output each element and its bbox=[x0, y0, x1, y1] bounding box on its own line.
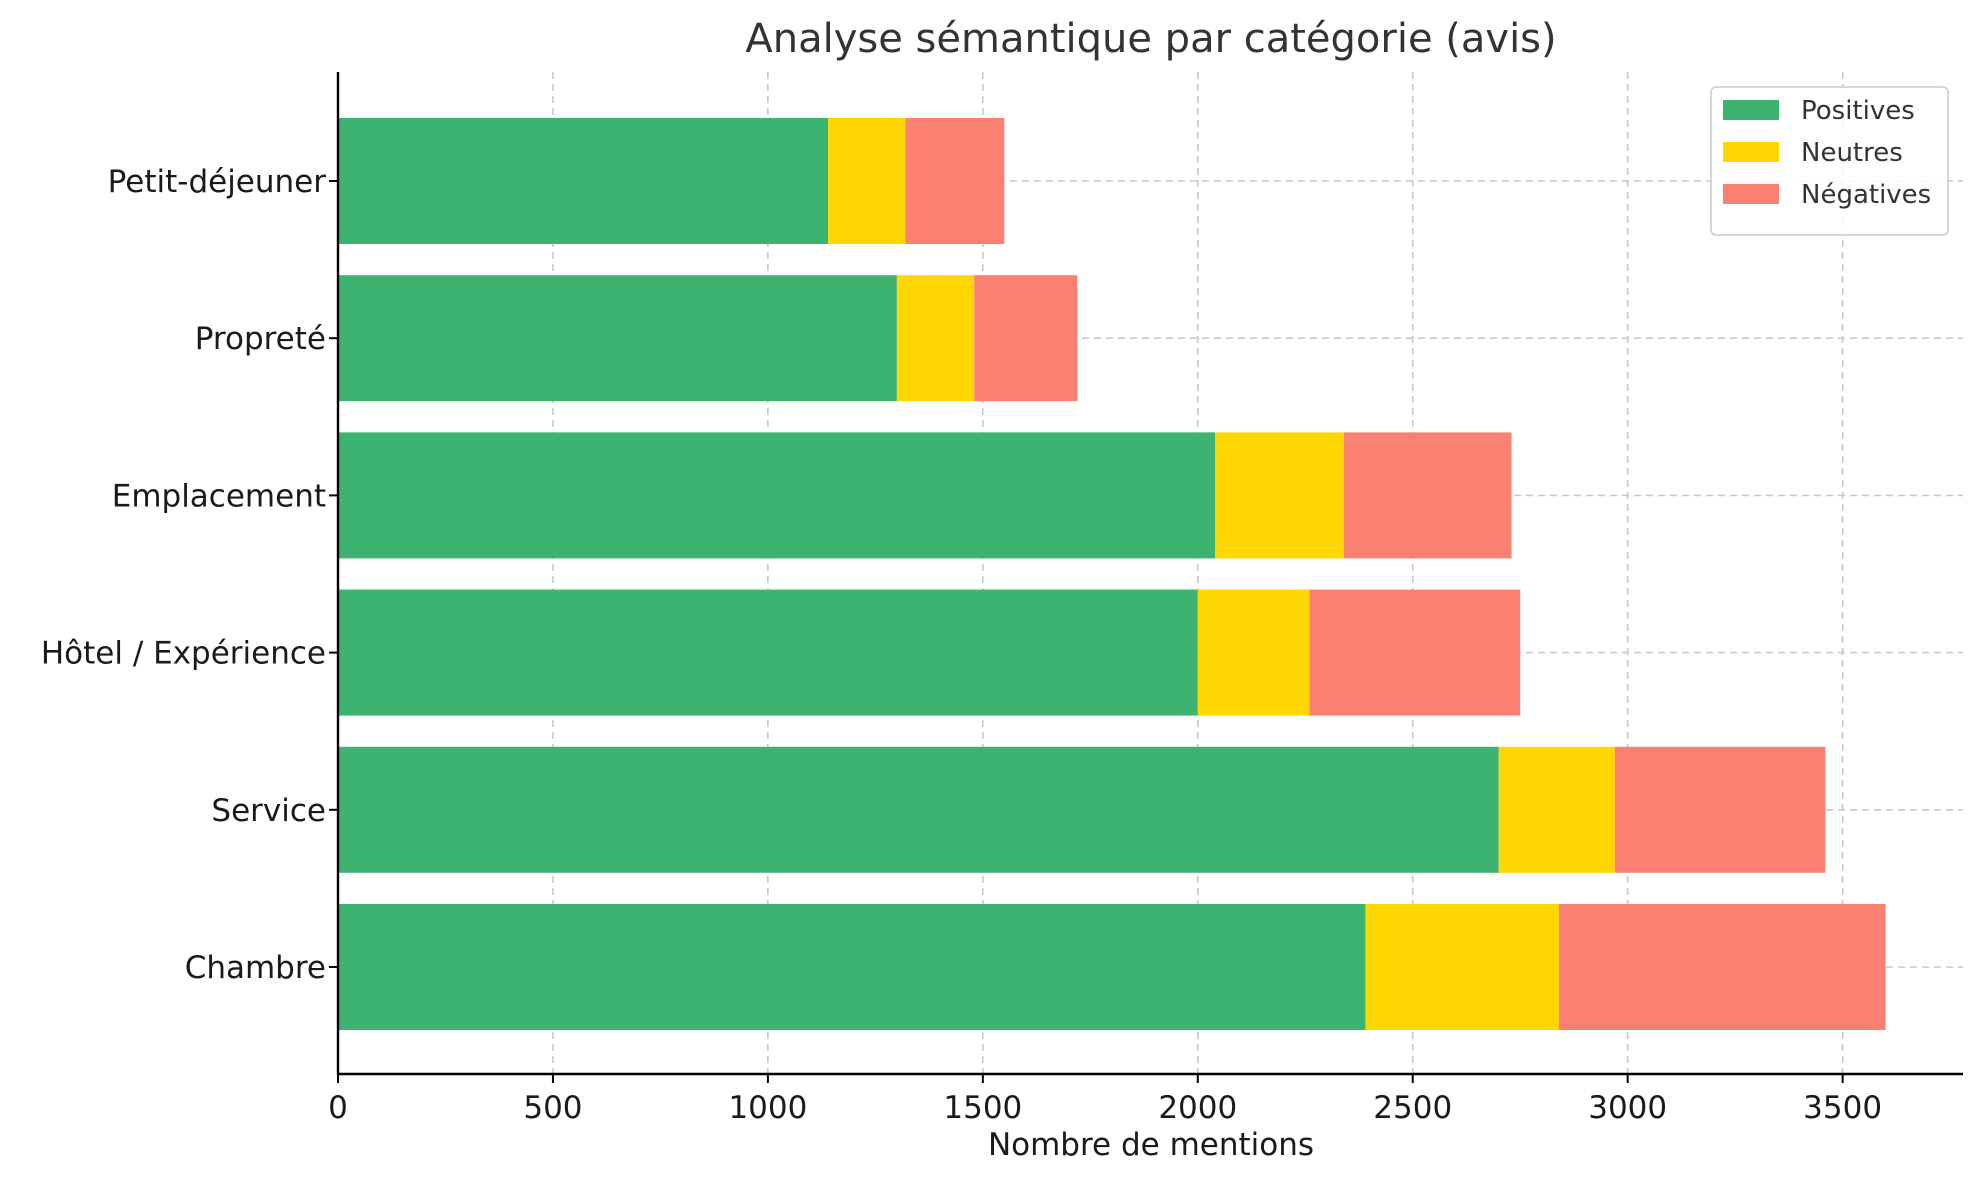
axes: 0 500 1000 1500 2000 2500 3000 3500 Petit-déjeun… bbox=[41, 72, 1963, 1126]
y-tick-label: Chambre bbox=[185, 950, 326, 986]
x-tick-label: 500 bbox=[523, 1090, 582, 1126]
bar-segment bbox=[1498, 746, 1615, 873]
bar-segment bbox=[338, 118, 829, 244]
y-tick-label: Petit-déjeuner bbox=[108, 164, 327, 200]
bar-segment bbox=[974, 275, 1078, 402]
x-tick-label: 1000 bbox=[728, 1090, 807, 1126]
legend-swatch bbox=[1723, 100, 1779, 120]
legend-swatch bbox=[1723, 142, 1779, 162]
y-tick-label: Service bbox=[211, 793, 326, 829]
bar-segment bbox=[1214, 432, 1344, 559]
x-tick-label: 1500 bbox=[943, 1090, 1022, 1126]
x-tick-label: 0 bbox=[328, 1090, 348, 1126]
bar-segment bbox=[1343, 432, 1512, 559]
bars bbox=[338, 118, 1886, 1030]
x-tick-label: 3500 bbox=[1803, 1090, 1882, 1126]
bar-segment bbox=[338, 432, 1215, 559]
bar-segment bbox=[1197, 589, 1310, 716]
x-tick-label: 3000 bbox=[1588, 1090, 1667, 1126]
bar-segment bbox=[828, 118, 906, 244]
bar-segment bbox=[1558, 904, 1886, 1030]
legend: Positives Neutres Négatives bbox=[1710, 86, 1949, 236]
y-tick-label: Propreté bbox=[195, 321, 326, 357]
x-tick-label: 2000 bbox=[1158, 1090, 1237, 1126]
bar-segment bbox=[338, 746, 1499, 873]
y-tick-label: Hôtel / Expérience bbox=[41, 636, 326, 672]
legend-label: Négatives bbox=[1801, 180, 1931, 210]
legend-label: Positives bbox=[1801, 96, 1915, 126]
bar-segment bbox=[1614, 746, 1826, 873]
bar-segment bbox=[1309, 589, 1521, 716]
bar-segment bbox=[896, 275, 975, 402]
bar-segment bbox=[338, 275, 897, 402]
bar-segment bbox=[1365, 904, 1559, 1030]
chart-title: Analyse sémantique par catégorie (avis) bbox=[745, 16, 1556, 62]
x-axis-label: Nombre de mentions bbox=[988, 1127, 1314, 1163]
bar-segment bbox=[338, 904, 1366, 1030]
x-tick-label: 2500 bbox=[1373, 1090, 1452, 1126]
y-tick-label: Emplacement bbox=[112, 478, 326, 514]
bar-segment bbox=[338, 589, 1198, 716]
bar-segment bbox=[905, 118, 1005, 244]
legend-label: Neutres bbox=[1801, 138, 1903, 168]
legend-swatch bbox=[1723, 184, 1779, 204]
